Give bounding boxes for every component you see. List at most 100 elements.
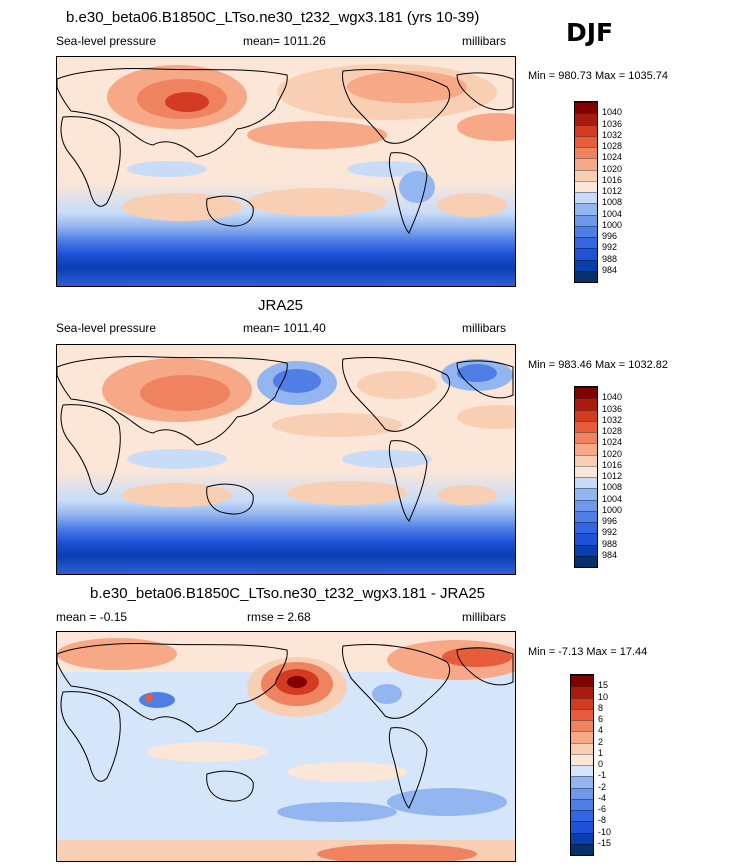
p2-icelandic-low-core — [457, 364, 497, 382]
panel-1-units-label: millibars — [462, 34, 507, 48]
colorbar-2-tick-label: 984 — [602, 549, 618, 560]
colorbar-2-swatch — [575, 544, 597, 556]
colorbar-1-tick-label: 1040 — [602, 107, 623, 118]
p3-north-america-negative — [372, 684, 402, 704]
colorbar-1-tick-label: 1024 — [602, 152, 623, 163]
colorbar-3-swatch — [571, 776, 593, 788]
colorbar-1-swatch — [575, 147, 597, 159]
panel-3-map — [56, 631, 516, 862]
colorbar-2-swatch — [575, 555, 597, 567]
colorbar-1-swatch — [575, 113, 597, 125]
colorbar-2-swatch — [575, 499, 597, 511]
colorbar-3-swatch — [571, 787, 593, 799]
p1-tropical-low-indian — [127, 161, 207, 177]
p1-s-indian-high — [122, 193, 242, 221]
colorbar-2-tick-label: 1012 — [602, 471, 623, 481]
colorbar-2-swatch — [575, 443, 597, 455]
p2-s-pacific-high — [287, 481, 407, 505]
p3-europe-positive — [57, 638, 177, 670]
p3-s-atlantic-negative — [387, 788, 507, 816]
colorbar-3-swatch — [571, 843, 593, 855]
colorbar-1-swatch — [575, 135, 597, 147]
colorbar-2-swatch — [575, 465, 597, 477]
p3-s-indian-positive — [147, 742, 267, 762]
colorbar-1-swatch — [575, 225, 597, 237]
colorbar-1-swatch — [575, 203, 597, 215]
panel-2-title: JRA25 — [258, 297, 304, 314]
colorbar-1-tick-label: 1032 — [602, 129, 623, 140]
colorbar-2-swatch — [575, 488, 597, 500]
panel-1-mean-label: mean= 1011.26 — [243, 34, 326, 48]
colorbar-3-swatch — [571, 731, 593, 743]
colorbar-1-tick-label: 988 — [602, 253, 618, 264]
colorbar-2-swatch — [575, 477, 597, 489]
p1-s-pacific-high — [247, 188, 387, 216]
colorbar-2-swatch — [575, 510, 597, 522]
colorbar-2-tick-label: 1000 — [602, 504, 623, 515]
panel-3-units-label: millibars — [462, 610, 507, 624]
season-label: DJF — [566, 18, 614, 47]
colorbar-3-tick-label: 1 — [598, 747, 604, 758]
panel-3-minmax: Min = -7.13 Max = 17.44 — [528, 646, 648, 658]
colorbar-1-tick-label: 1000 — [602, 219, 623, 230]
colorbar-2-tick-label: 992 — [602, 527, 618, 538]
p2-s-atlantic-high — [437, 485, 497, 505]
colorbar-3-tick-label: -1 — [598, 770, 607, 781]
p1-n-pacific-subtropical-high — [247, 121, 387, 149]
colorbar-3-tick-label: -10 — [598, 826, 612, 837]
panel-2-variable-label: Sea-level pressure — [56, 321, 157, 335]
colorbar-1-swatch — [575, 270, 597, 282]
colorbar-3-tick-label: -6 — [598, 804, 607, 814]
p3-n-pacific-anomaly-core — [287, 676, 307, 688]
colorbar-3-tick-label: 6 — [598, 714, 604, 724]
colorbar-2-tick-label: 1024 — [602, 437, 623, 448]
colorbar-3-tick-label: 15 — [598, 680, 609, 691]
colorbar-3-swatch — [571, 708, 593, 720]
panel-2-minmax: Min = 983.46 Max = 1032.82 — [528, 359, 669, 371]
colorbar-3-swatch — [571, 697, 593, 709]
colorbar-1-swatch — [575, 102, 597, 114]
colorbar-3-swatch — [571, 798, 593, 810]
colorbar-3-tick-label: 4 — [598, 725, 604, 736]
colorbar-3-swatch — [571, 832, 593, 844]
colorbar-1-tick-label: 996 — [602, 231, 618, 241]
panel-2-map — [56, 344, 516, 575]
panel-2-mean-label: mean= 1011.40 — [243, 321, 326, 335]
p2-azores-high — [457, 405, 515, 429]
panel-3-title: b.e30_beta06.B1850C_LTso.ne30_t232_wgx3.… — [90, 585, 486, 602]
colorbar-1-tick-label: 1028 — [602, 141, 623, 151]
colorbar-2-tick-label: 1036 — [602, 403, 623, 414]
p2-s-indian-high — [122, 483, 232, 507]
colorbar-1-tick-label: 1020 — [602, 163, 623, 174]
colorbar-3-swatch — [571, 765, 593, 777]
colorbar-1-swatch — [575, 237, 597, 249]
colorbar-1-tick-label: 1016 — [602, 174, 623, 185]
colorbar-3-tick-label: -4 — [598, 792, 607, 803]
panel-1-minmax: Min = 980.73 Max = 1035.74 — [528, 70, 669, 82]
colorbar-3-tick-label: -15 — [598, 837, 612, 848]
colorbar-2-tick-label: 1004 — [602, 493, 623, 504]
p3-atlantic-positive-core — [442, 647, 512, 667]
colorbar-3-tick-label: 0 — [598, 759, 604, 769]
p3-s-pacific-positive — [287, 762, 407, 782]
p2-tropical-low-indian — [127, 449, 227, 469]
colorbar-3-swatch — [571, 821, 593, 833]
p1-south-america-low — [399, 171, 435, 203]
colorbar-2-tick-label: 988 — [602, 538, 618, 549]
panel-1-colorbar: 984 988 992 996 1000 1004 1008 1012 1016 1020 1024… — [574, 101, 622, 283]
colorbar-1-tick-label: 992 — [602, 242, 618, 253]
p3-maritime-positive-spot — [145, 694, 153, 702]
colorbar-2-swatch — [575, 454, 597, 466]
panel-1-title: b.e30_beta06.B1850C_LTso.ne30_t232_wgx3.… — [66, 9, 480, 26]
colorbar-2-swatch — [575, 533, 597, 545]
p1-s-atlantic-high — [437, 193, 507, 217]
panel-2-colorbar: 984 988 992 996 1000 1004 1008 1012 1016 1020 1024… — [574, 386, 622, 568]
p3-coastlines — [57, 642, 514, 809]
p1-azores-high — [457, 113, 515, 141]
colorbar-1-tick-label: 1036 — [602, 118, 623, 129]
p2-siberian-high-core — [140, 375, 230, 411]
colorbar-3-tick-label: 10 — [598, 691, 609, 702]
colorbar-2-tick-label: 1008 — [602, 482, 623, 493]
colorbar-1-swatch — [575, 259, 597, 271]
colorbar-2-tick-label: 1028 — [602, 426, 623, 436]
